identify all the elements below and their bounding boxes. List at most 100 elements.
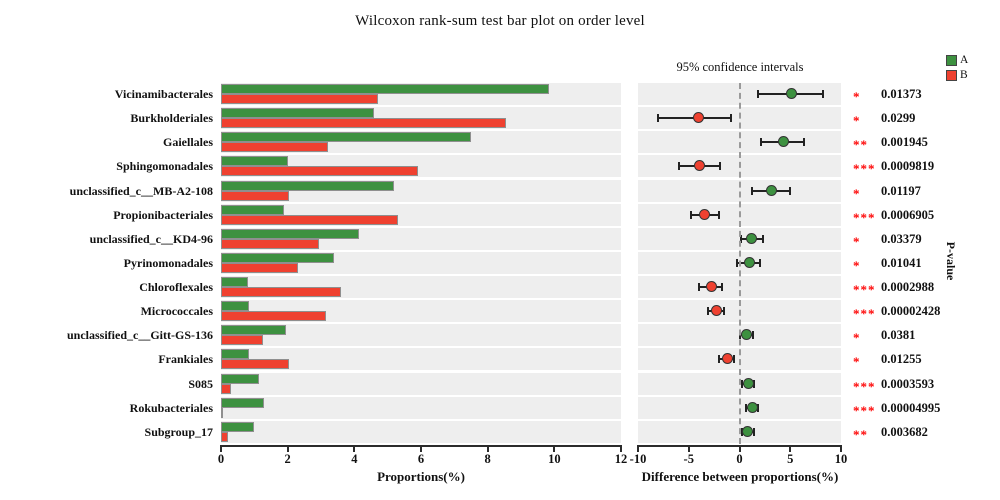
taxon-label: unclassified_c__MB-A2-108 [69, 183, 213, 198]
ci-lower-cap [707, 307, 710, 316]
taxon-row: Micrococcales *** 0.00002428 [0, 300, 1000, 323]
taxon-label: Vicinamibacterales [114, 87, 213, 101]
significance-stars: * [853, 330, 861, 346]
ci-lower-cap [750, 186, 753, 195]
difference-dot [765, 184, 777, 196]
axis-tick-mark [687, 447, 690, 452]
taxon-row: unclassified_c__MB-A2-108 * 0.01197 [0, 179, 1000, 202]
taxon-label: Micrococcales [140, 304, 213, 319]
proportion-band [221, 300, 621, 323]
significance-stars: ** [853, 137, 868, 153]
proportion-bar-group-a [221, 325, 286, 336]
taxon-label: Chloroflexales [139, 280, 213, 294]
difference-dot [746, 401, 758, 413]
p-value: 0.003682 [881, 424, 928, 439]
proportion-bar-group-b [221, 359, 290, 370]
taxon-row: unclassified_c__Gitt-GS-136 * 0.0381 [0, 324, 1000, 347]
proportion-bar-group-a [221, 421, 255, 432]
proportion-band [221, 372, 621, 395]
ci-upper-cap [761, 234, 764, 243]
difference-dot [705, 281, 717, 292]
proportion-bar-group-a [221, 228, 360, 239]
axis-tick-mark [486, 447, 489, 452]
p-value: 0.0003593 [881, 376, 935, 391]
p-value: 0.0009819 [881, 159, 935, 174]
ci-lower-cap [740, 427, 743, 436]
p-value: 0.00004995 [881, 400, 941, 415]
proportion-band [221, 83, 621, 105]
ci-lower-cap [741, 379, 744, 388]
legend: A B [946, 54, 968, 84]
proportion-band [221, 155, 621, 178]
taxon-row: Vicinamibacterales * 0.01373 [0, 83, 1000, 105]
proportion-band [221, 251, 621, 274]
proportion-bar-group-b [221, 311, 326, 322]
significance-stars: *** [853, 378, 876, 394]
ci-upper-cap [821, 90, 824, 98]
taxon-row: Pyrinomonadales * 0.01041 [0, 251, 1000, 274]
proportion-bar-group-a [221, 108, 375, 119]
axis-tick-mark [620, 447, 622, 452]
significance-stars: *** [853, 282, 876, 297]
difference-dot [777, 136, 789, 148]
taxon-row: S085 *** 0.0003593 [0, 372, 1000, 395]
taxon-row: Sphingomonadales *** 0.0009819 [0, 155, 1000, 178]
taxon-label: Frankiales [158, 352, 213, 367]
taxon-row: unclassified_c__KD4-96 * 0.03379 [0, 227, 1000, 250]
p-value: 0.0006905 [881, 207, 935, 222]
proportion-band [221, 396, 621, 419]
p-value: 0.001945 [881, 135, 928, 150]
axis-tick-label: 4 [351, 452, 358, 466]
ci-lower-cap [736, 258, 739, 267]
axis-tick-label: 0 [736, 452, 743, 466]
ci-upper-cap [723, 307, 726, 316]
ci-lower-cap [677, 162, 680, 171]
p-value: 0.0299 [881, 111, 916, 126]
difference-dot [693, 112, 705, 124]
significance-stars: * [853, 354, 861, 370]
proportion-band [221, 203, 621, 226]
axis-tick-mark [789, 447, 792, 452]
axis-tick-label: 10 [548, 452, 561, 466]
difference-dot [721, 353, 733, 365]
axis-tick-mark [553, 447, 556, 452]
proportion-band [221, 227, 621, 250]
axis-tick-mark [353, 447, 356, 452]
proportion-bar-group-b [221, 407, 223, 418]
ci-upper-cap [721, 283, 724, 291]
difference-dot [710, 305, 722, 317]
taxon-row: Rokubacteriales *** 0.00004995 [0, 396, 1000, 419]
axis-tick-label: 10 [834, 452, 848, 466]
ci-upper-cap [752, 379, 755, 388]
taxon-label: S085 [188, 376, 213, 391]
p-value: 0.00002428 [881, 304, 941, 319]
proportion-band [221, 131, 621, 154]
proportion-bar-group-a [221, 204, 285, 215]
difference-dot [746, 232, 758, 244]
ci-upper-cap [803, 138, 806, 147]
difference-dot [785, 88, 797, 99]
group-b-color-swatch [946, 69, 957, 81]
proportion-bar-group-b [221, 118, 506, 129]
confidence-interval-title: 95% confidence intervals [676, 60, 804, 74]
axis-tick-label: 0 [217, 452, 225, 466]
proportion-band [221, 420, 621, 443]
ci-lower-cap [745, 403, 748, 412]
taxon-row: Frankiales * 0.01255 [0, 348, 1000, 371]
proportion-bar-group-b [221, 190, 290, 201]
proportion-bar-group-a [221, 397, 265, 408]
proportion-bar-group-a [221, 277, 248, 287]
axis-tick-mark [220, 447, 222, 452]
ci-upper-cap [758, 258, 761, 267]
significance-stars: *** [853, 209, 876, 225]
axis-tick-label: 6 [417, 452, 425, 466]
legend-label-b: B [960, 69, 968, 81]
zero-reference-dashed-line [739, 83, 741, 444]
difference-dot [741, 329, 753, 341]
proportion-bar-group-b [221, 94, 378, 104]
axis-tick-mark [840, 447, 842, 452]
axis-tick-mark [286, 447, 289, 452]
proportion-bar-group-a [221, 373, 260, 384]
taxon-row: Chloroflexales *** 0.0002988 [0, 276, 1000, 298]
proportions-axis-title: Proportions(%) [377, 469, 465, 484]
